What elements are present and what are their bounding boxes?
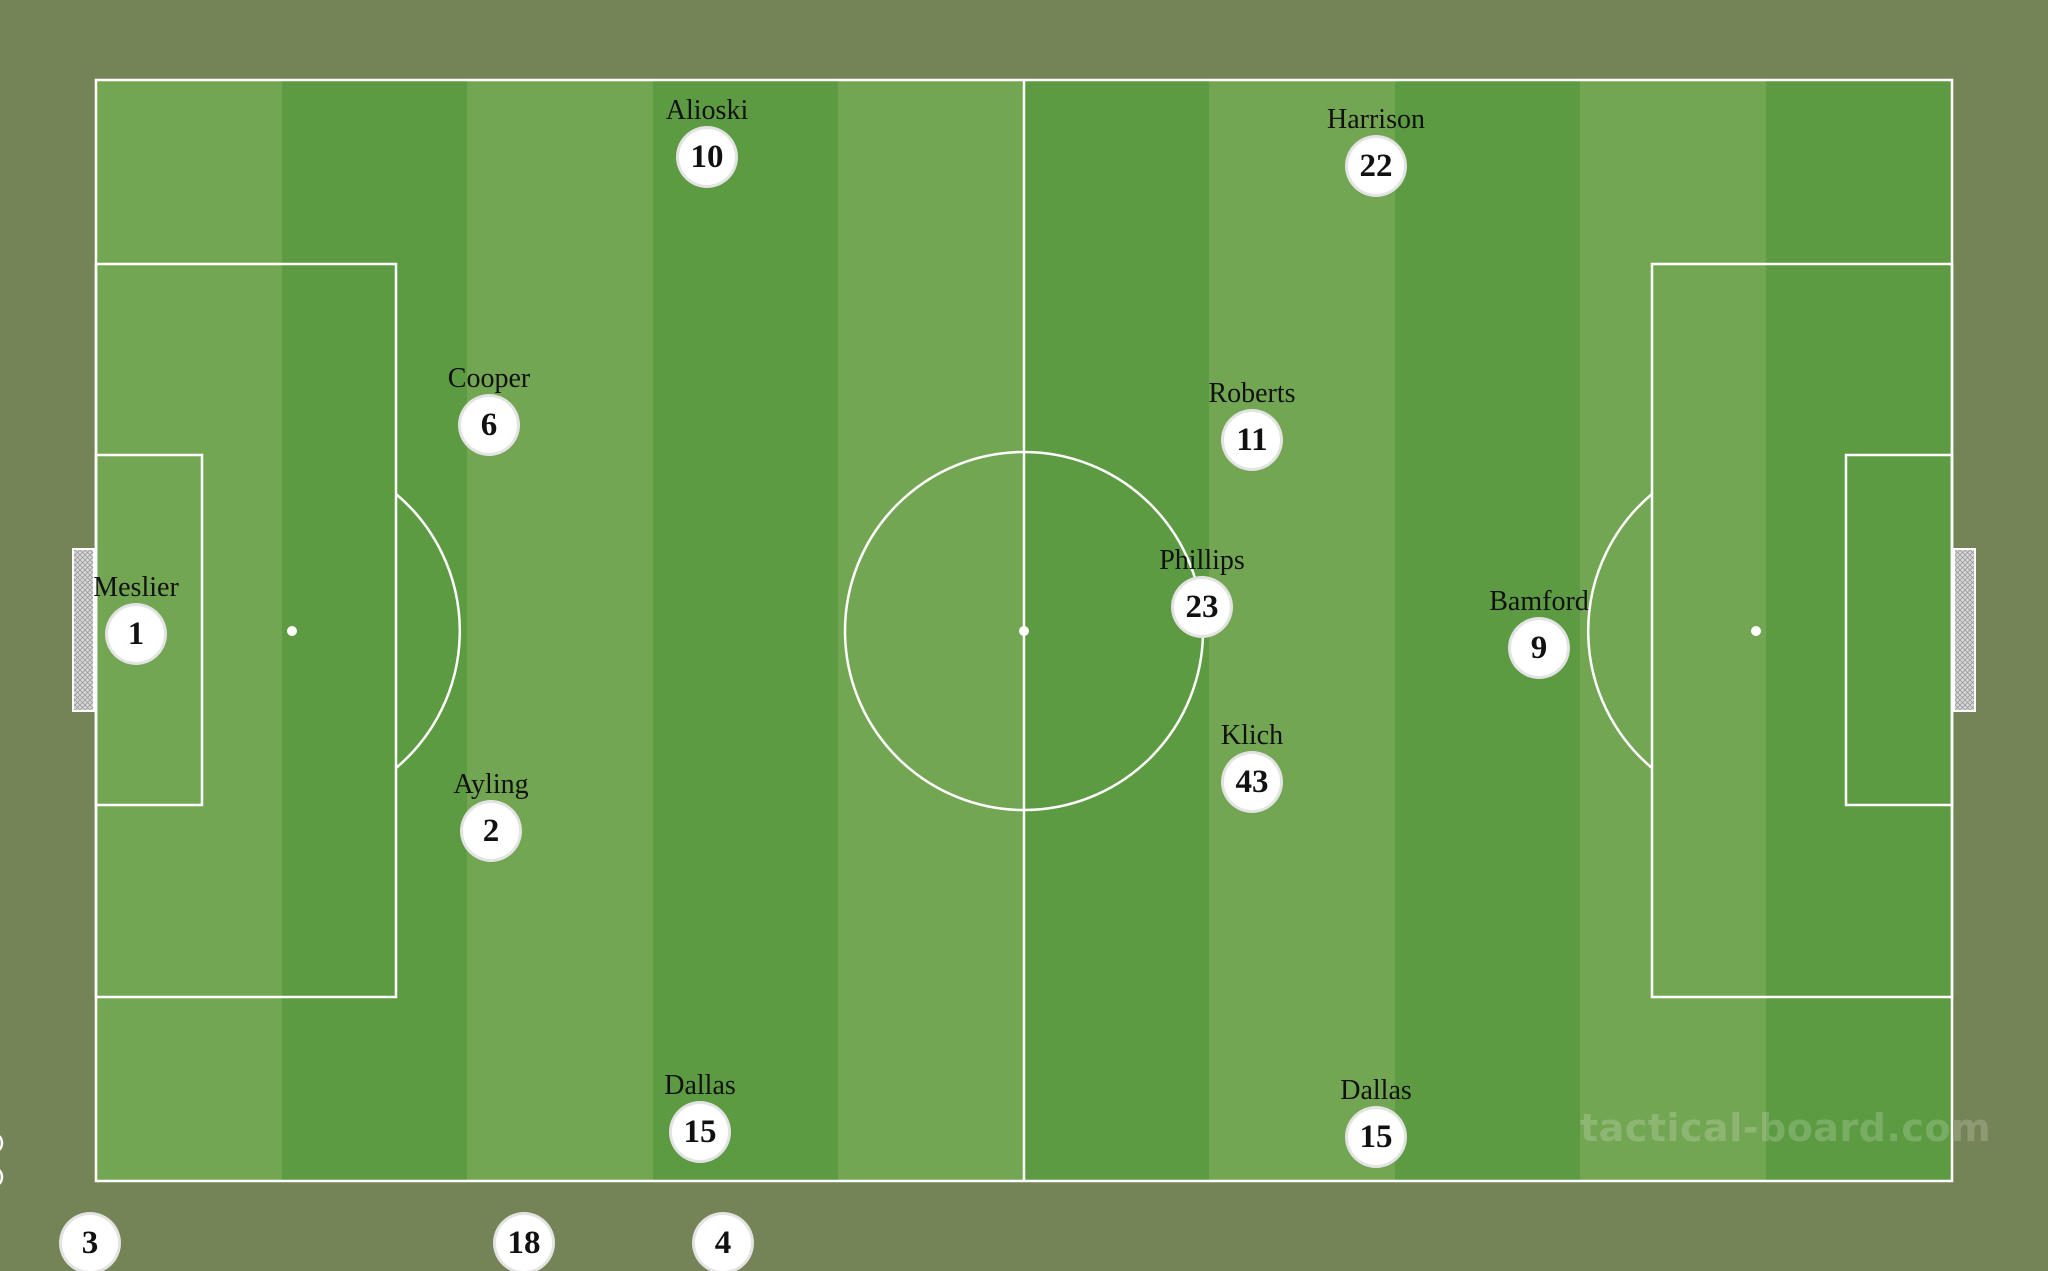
player-name: Meslier bbox=[93, 572, 179, 603]
player-number-disc[interactable]: 23 bbox=[1174, 579, 1230, 635]
player-name: Klich bbox=[1220, 720, 1284, 751]
player-number-disc[interactable]: 15 bbox=[1348, 1109, 1404, 1165]
left-edge-marks bbox=[0, 1135, 4, 1185]
player-name: Ayling bbox=[453, 769, 529, 800]
player-number-disc[interactable]: 2 bbox=[463, 803, 519, 859]
player-name: Roberts bbox=[1208, 378, 1296, 409]
bench-number-disc[interactable]: 18 bbox=[496, 1215, 552, 1271]
goal-right bbox=[1953, 548, 1976, 712]
player-name: Harrison bbox=[1327, 104, 1425, 135]
right-penalty-arc bbox=[1586, 493, 1653, 769]
left-penalty-arc bbox=[395, 493, 462, 769]
watermark-text: tactical-board.com bbox=[1580, 1106, 1992, 1150]
player-number-disc[interactable]: 15 bbox=[672, 1104, 728, 1160]
bench-number-disc[interactable]: 4 bbox=[695, 1215, 751, 1271]
left-penalty-spot bbox=[287, 626, 297, 636]
player-name: Dallas bbox=[1340, 1075, 1412, 1106]
goal-left bbox=[72, 548, 95, 712]
right-goal-area bbox=[1844, 453, 1954, 807]
player-name: Dallas bbox=[664, 1070, 736, 1101]
pitch-lines bbox=[94, 78, 1954, 1183]
player-number-disc[interactable]: 6 bbox=[461, 397, 517, 453]
left-goal-area bbox=[94, 453, 204, 807]
bench-number-disc[interactable]: 3 bbox=[62, 1215, 118, 1271]
pitch-spots bbox=[287, 626, 1761, 636]
player-name: Alioski bbox=[665, 95, 749, 126]
player-number-disc[interactable]: 43 bbox=[1224, 754, 1280, 810]
player-name: Bamford bbox=[1489, 586, 1589, 617]
player-number-disc[interactable]: 9 bbox=[1511, 620, 1567, 676]
player-number-disc[interactable]: 1 bbox=[108, 606, 164, 662]
player-number-disc[interactable]: 10 bbox=[679, 129, 735, 185]
player-number-disc[interactable]: 11 bbox=[1224, 412, 1280, 468]
right-penalty-spot bbox=[1751, 626, 1761, 636]
player-number-disc[interactable]: 22 bbox=[1348, 138, 1404, 194]
center-spot bbox=[1019, 626, 1029, 636]
player-name: Phillips bbox=[1159, 545, 1245, 576]
player-name: Cooper bbox=[447, 363, 531, 394]
